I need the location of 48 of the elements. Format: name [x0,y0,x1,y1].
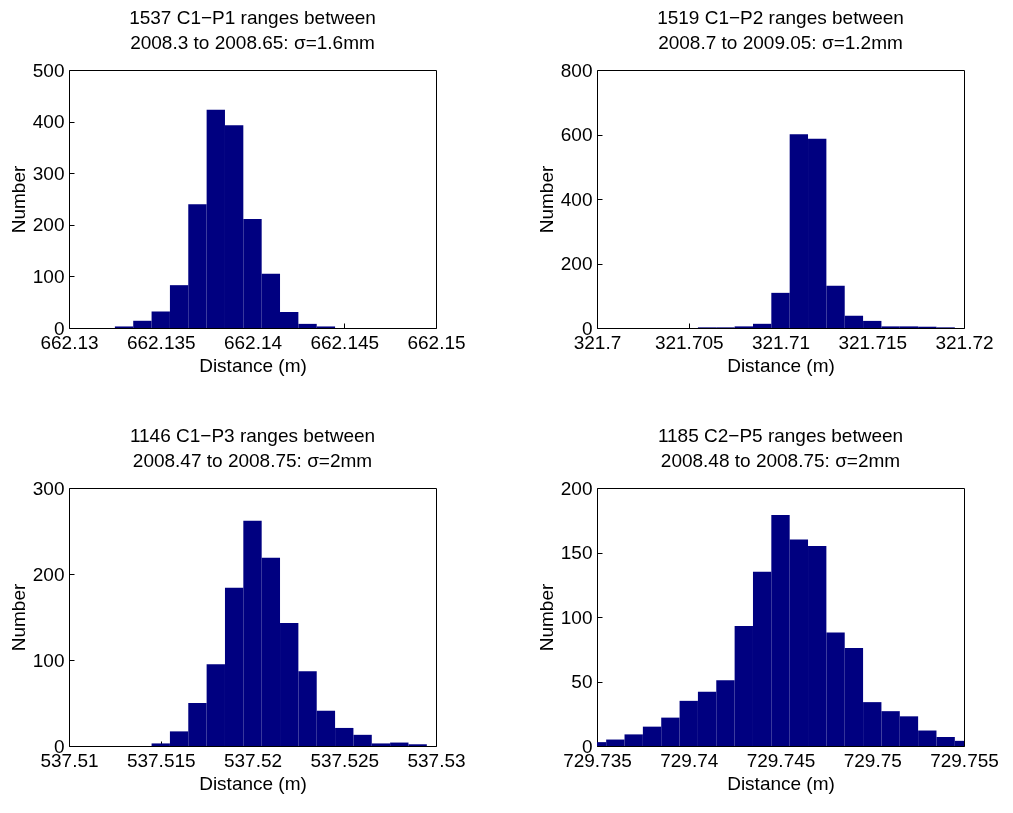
x-tick-label: 537.53 [407,749,466,771]
chart-title: 1146 C1−P3 ranges between [129,425,376,446]
y-tick-label: 200 [560,477,593,499]
chart-subtitle: 2008.3 to 2008.65: σ=1.6mm [130,32,375,53]
chart-subtitle: 2008.47 to 2008.75: σ=2mm [132,450,373,471]
y-tick-label: 150 [560,542,593,563]
y-tick-label: 50 [571,671,593,692]
chart-title: 1537 C1−P1 ranges between [129,7,376,28]
x-axis-title: Distance (m) [727,354,835,376]
x-tick-label: 662.135 [126,331,196,353]
y-tick-label: 100 [32,265,65,287]
chart-subtitle: 2008.7 to 2009.05: σ=1.2mm [658,32,903,53]
y-tick-label: 200 [32,563,65,585]
y-tick-label: 600 [560,124,593,145]
x-axis-title: Distance (m) [199,772,307,794]
y-tick-label: 800 [560,59,593,81]
x-tick-label: 662.14 [223,331,283,353]
y-tick-label: 100 [32,649,65,671]
x-tick-label: 662.15 [407,331,466,353]
x-tick-label: 729.74 [660,749,719,771]
x-axis-title: Distance (m) [727,772,835,794]
y-axis-title: Number [7,165,29,234]
y-tick-label: 200 [560,253,593,274]
x-tick-label: 662.145 [310,331,380,353]
x-tick-label: 321.72 [935,331,994,353]
x-tick-label: 321.705 [654,331,724,353]
y-axis-title: Number [535,583,557,652]
x-tick-label: 729.75 [843,749,902,771]
x-tick-label: 729.745 [746,749,816,771]
x-tick-label: 537.525 [310,749,380,771]
y-axis-title: Number [535,165,557,234]
chart-title: 1185 C2−P5 ranges between [657,425,904,446]
y-axis-title: Number [7,583,29,652]
x-tick-label: 321.71 [751,331,811,353]
x-axis-title: Distance (m) [199,354,307,376]
y-tick-label: 400 [560,188,593,210]
y-tick-label: 100 [560,606,593,628]
chart-title: 1519 C1−P2 ranges between [657,7,904,28]
y-tick-label: 200 [32,214,65,236]
y-tick-label: 500 [32,59,65,81]
x-tick-label: 537.52 [223,749,283,771]
chart-subtitle: 2008.48 to 2008.75: σ=2mm [660,450,901,471]
y-tick-label: 300 [32,162,65,184]
x-tick-label: 729.755 [930,749,999,771]
y-tick-label: 300 [32,477,65,499]
y-tick-label: 400 [32,111,65,133]
x-tick-label: 537.515 [126,749,196,771]
x-tick-label: 321.715 [838,331,908,353]
